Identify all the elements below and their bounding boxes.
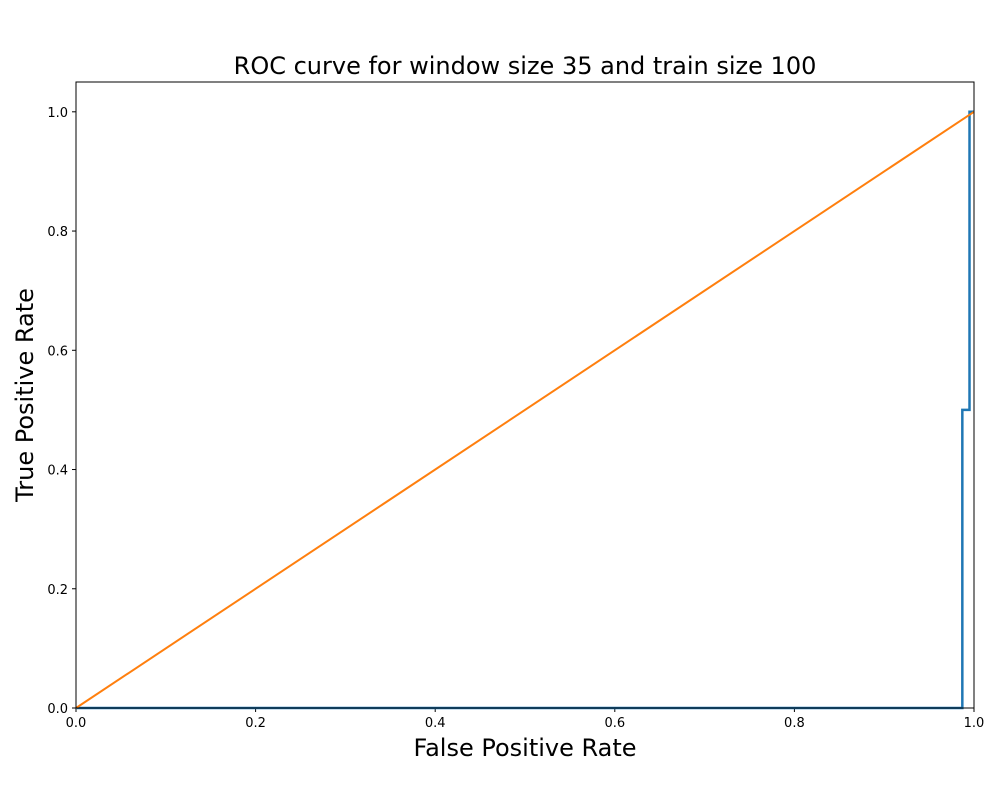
y-tick-label: 0.0 (47, 702, 68, 717)
y-tick-label: 0.4 (47, 464, 68, 479)
y-tick-label: 1.0 (47, 106, 68, 121)
series-layer (75, 110, 975, 710)
x-tick-label: 1.0 (964, 716, 985, 731)
y-axis-label: True Positive Rate (11, 288, 39, 503)
chart-title: ROC curve for window size 35 and train s… (234, 52, 817, 80)
x-tick-label: 0.2 (245, 716, 266, 731)
x-tick-label: 0.6 (604, 716, 625, 731)
y-tick-label: 0.8 (47, 225, 68, 240)
plot-frame (75, 81, 975, 709)
y-tick-label: 0.2 (47, 583, 68, 598)
x-axis-label: False Positive Rate (413, 734, 636, 762)
diagonal-reference-line (75, 110, 975, 709)
x-tick-label: 0.4 (425, 716, 446, 731)
axis-ticks: 0.0 0.2 0.4 0.6 0.8 1.0 0.0 0.2 0.4 0.6 0.8 1.0 (47, 106, 984, 731)
x-tick-label: 0.0 (66, 716, 87, 731)
y-tick-label: 0.6 (47, 344, 68, 359)
x-tick-label: 0.8 (784, 716, 805, 731)
